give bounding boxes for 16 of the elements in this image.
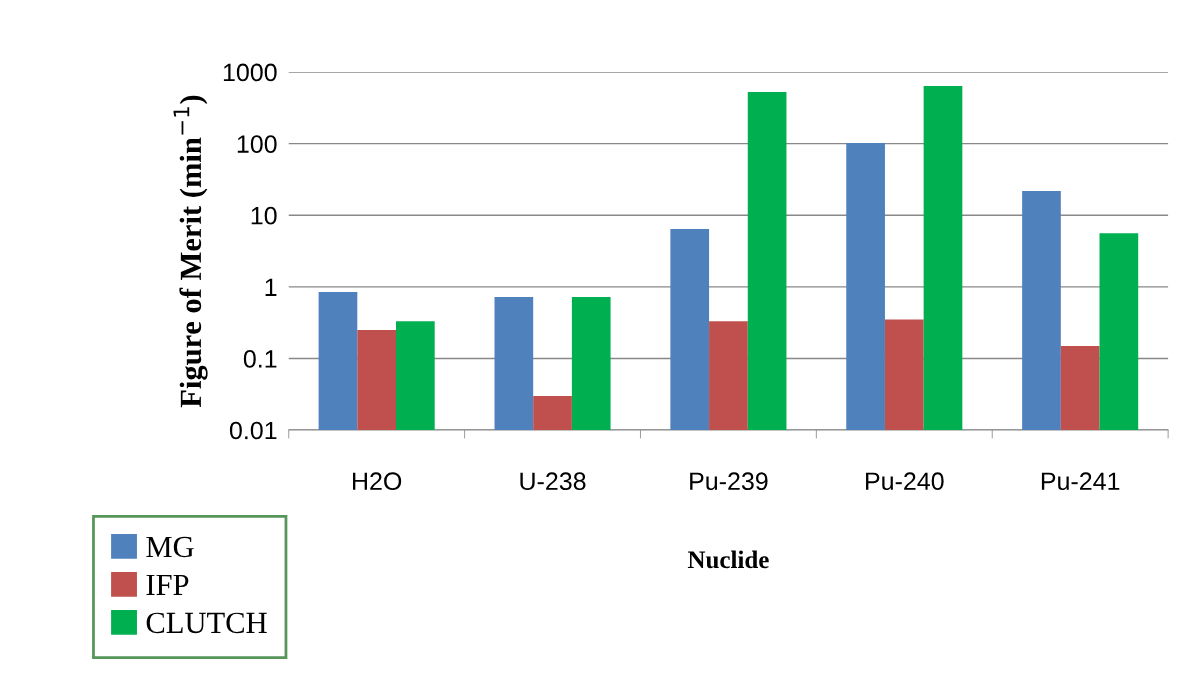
x-tick-label: H2O [353,472,402,491]
legend-label: IFP [146,574,189,595]
x-tick-label: Pu-240 [866,472,944,491]
y-axis-title: Figure of Merit (min$^{−1}$) [173,95,208,408]
x-tick-label: Pu-241 [1041,472,1120,491]
y-tick-label: 100 [237,135,277,153]
x-tick-label: U-238 [520,472,586,491]
y-tick-label: 1000 [223,63,277,82]
legend-label: CLUTCH [146,612,267,634]
x-tick-label: Pu-239 [690,472,768,491]
x-axis-title: Nuclide [687,550,769,569]
y-tick-label: 0.1 [243,350,277,368]
legend-label: MG [146,536,194,558]
y-tick-label: 1 [265,278,277,296]
y-tick-label: 0.01 [229,421,277,440]
y-tick-label: 10 [251,206,277,225]
